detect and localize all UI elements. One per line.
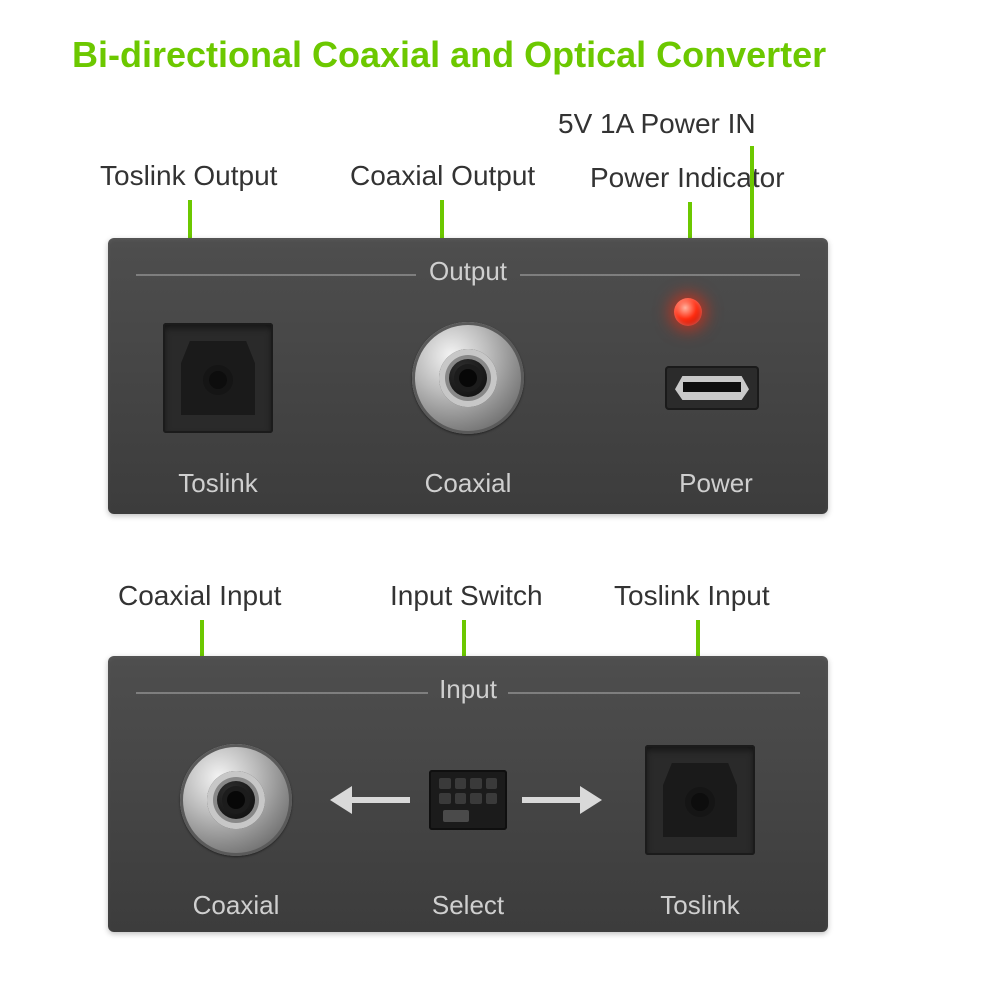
coaxial-output-port-label: Coaxial (425, 468, 512, 499)
label-toslink-input: Toslink Input (614, 580, 770, 612)
input-hr-left (136, 692, 428, 694)
toslink-output-port-label: Toslink (178, 468, 257, 499)
coaxial-input-port (180, 744, 292, 856)
micro-usb-power-port (665, 366, 759, 410)
output-section-label: Output (429, 256, 507, 287)
input-hr-right (508, 692, 800, 694)
output-hr-left (136, 274, 416, 276)
label-coaxial-input: Coaxial Input (118, 580, 281, 612)
arrow-right-icon (580, 786, 602, 814)
toslink-output-port (163, 323, 273, 433)
output-hr-right (520, 274, 800, 276)
select-switch-label: Select (432, 890, 504, 921)
arrow-left-icon (330, 786, 352, 814)
power-port-label: Power (679, 468, 753, 499)
label-power-indicator: Power Indicator (590, 162, 785, 194)
power-led-icon (674, 298, 702, 326)
coaxial-output-port (412, 322, 524, 434)
input-select-switch (429, 770, 507, 830)
label-coaxial-output: Coaxial Output (350, 160, 535, 192)
label-power-in: 5V 1A Power IN (558, 108, 756, 140)
input-section-label: Input (439, 674, 497, 705)
coaxial-input-port-label: Coaxial (193, 890, 280, 921)
label-input-switch: Input Switch (390, 580, 543, 612)
arrow-left-shaft (348, 797, 410, 803)
input-panel: Input Coaxial Select Toslink (108, 656, 828, 932)
label-toslink-output: Toslink Output (100, 160, 277, 192)
toslink-input-port (645, 745, 755, 855)
toslink-input-port-label: Toslink (660, 890, 739, 921)
arrow-right-shaft (522, 797, 584, 803)
output-panel: Output Toslink Coaxial Power (108, 238, 828, 514)
page-title: Bi-directional Coaxial and Optical Conve… (72, 34, 826, 76)
